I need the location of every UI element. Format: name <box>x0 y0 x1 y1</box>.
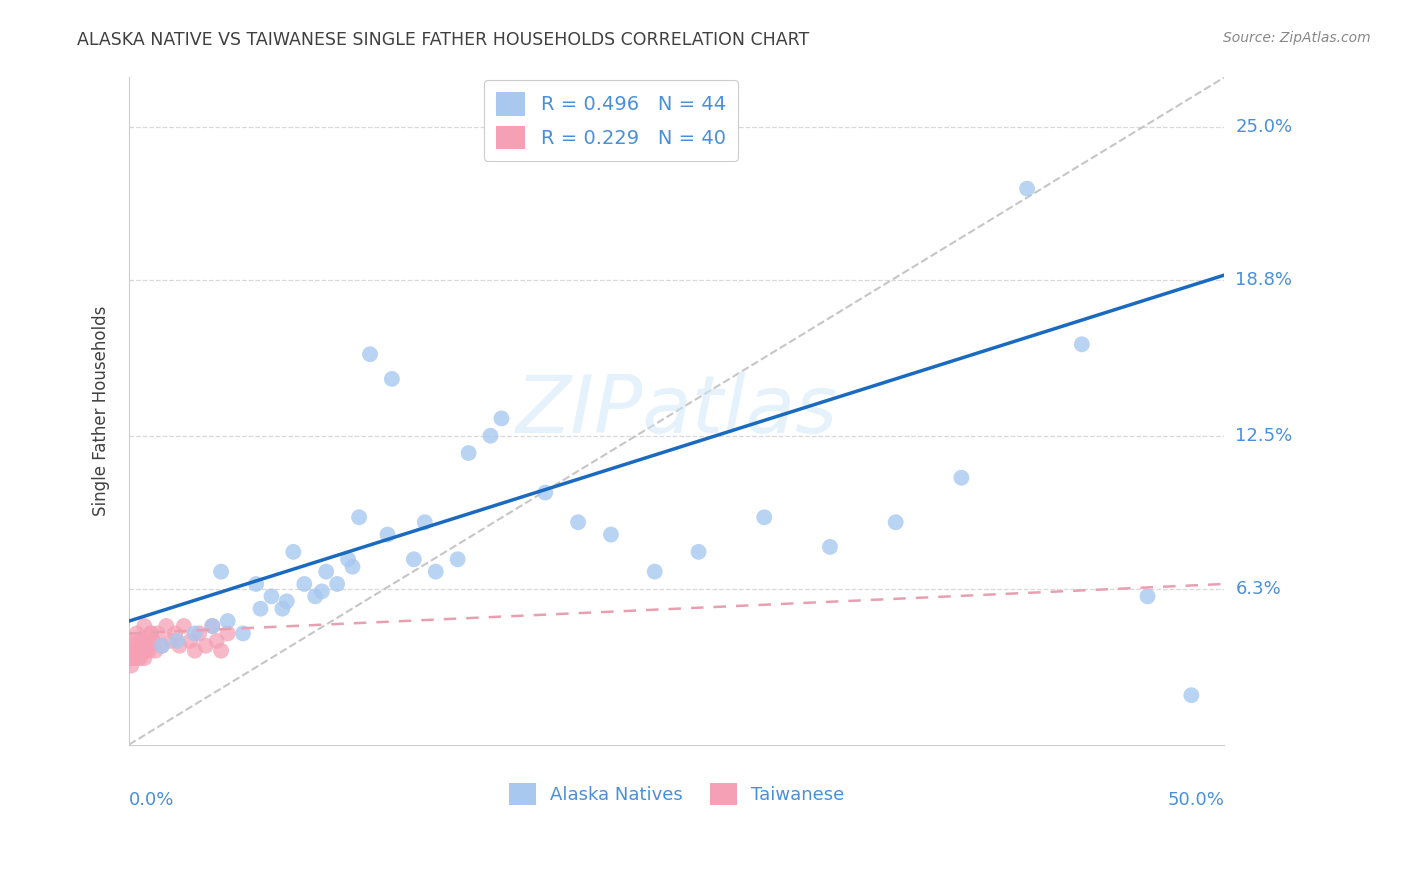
Point <box>184 626 207 640</box>
Point <box>138 643 160 657</box>
Point <box>173 619 195 633</box>
Point <box>150 639 173 653</box>
Point <box>127 651 149 665</box>
Point <box>125 626 148 640</box>
Text: 50.0%: 50.0% <box>1167 791 1225 809</box>
Text: ZIPatlas: ZIPatlas <box>516 372 838 450</box>
Point <box>337 552 360 566</box>
Point <box>381 372 404 386</box>
Point <box>754 510 776 524</box>
Point <box>342 559 364 574</box>
Point <box>260 590 283 604</box>
Y-axis label: Single Father Households: Single Father Households <box>93 306 110 516</box>
Text: Source: ZipAtlas.com: Source: ZipAtlas.com <box>1223 31 1371 45</box>
Point <box>402 552 425 566</box>
Text: ALASKA NATIVE VS TAIWANESE SINGLE FATHER HOUSEHOLDS CORRELATION CHART: ALASKA NATIVE VS TAIWANESE SINGLE FATHER… <box>77 31 810 49</box>
Point <box>1017 181 1039 195</box>
Point <box>276 594 298 608</box>
Point <box>134 651 156 665</box>
Point <box>155 619 177 633</box>
Point <box>479 428 502 442</box>
Point <box>326 577 349 591</box>
Point <box>146 626 169 640</box>
Point <box>884 515 907 529</box>
Point <box>131 633 153 648</box>
Point <box>139 626 162 640</box>
Point <box>377 527 399 541</box>
Point <box>271 601 294 615</box>
Point <box>134 619 156 633</box>
Point <box>644 565 666 579</box>
Point <box>124 643 146 657</box>
Point <box>135 639 157 653</box>
Point <box>127 639 149 653</box>
Text: 12.5%: 12.5% <box>1236 426 1292 445</box>
Point <box>209 565 232 579</box>
Point <box>188 626 211 640</box>
Point <box>166 633 188 648</box>
Point <box>120 658 142 673</box>
Point <box>124 643 146 657</box>
Point <box>534 485 557 500</box>
Legend: Alaska Natives, Taiwanese: Alaska Natives, Taiwanese <box>502 776 852 813</box>
Point <box>457 446 479 460</box>
Point <box>491 411 513 425</box>
Point <box>217 626 239 640</box>
Point <box>129 651 152 665</box>
Point <box>315 565 337 579</box>
Point <box>179 633 201 648</box>
Point <box>139 626 162 640</box>
Text: 6.3%: 6.3% <box>1236 580 1281 598</box>
Point <box>194 639 217 653</box>
Point <box>169 639 191 653</box>
Point <box>205 633 228 648</box>
Point <box>138 639 160 653</box>
Point <box>131 633 153 648</box>
Point <box>145 643 167 657</box>
Point <box>121 643 143 657</box>
Point <box>950 471 973 485</box>
Point <box>600 527 623 541</box>
Text: 25.0%: 25.0% <box>1236 118 1292 136</box>
Point <box>413 515 436 529</box>
Point <box>1136 590 1159 604</box>
Point <box>283 545 305 559</box>
Point <box>245 577 267 591</box>
Point <box>142 633 165 648</box>
Point <box>124 633 146 648</box>
Point <box>347 510 370 524</box>
Text: 18.8%: 18.8% <box>1236 271 1292 289</box>
Point <box>150 639 173 653</box>
Point <box>201 619 224 633</box>
Point <box>1180 688 1202 702</box>
Point <box>292 577 315 591</box>
Point <box>359 347 381 361</box>
Point <box>232 626 254 640</box>
Point <box>201 619 224 633</box>
Point <box>135 643 157 657</box>
Point <box>249 601 271 615</box>
Point <box>311 584 333 599</box>
Point <box>304 590 326 604</box>
Point <box>122 651 145 665</box>
Point <box>209 643 232 657</box>
Point <box>159 633 181 648</box>
Point <box>688 545 710 559</box>
Point <box>446 552 468 566</box>
Point <box>129 643 152 657</box>
Point <box>425 565 447 579</box>
Point <box>122 639 145 653</box>
Point <box>567 515 589 529</box>
Point <box>1070 337 1092 351</box>
Text: 0.0%: 0.0% <box>129 791 174 809</box>
Point <box>165 626 187 640</box>
Point <box>184 643 207 657</box>
Point <box>818 540 841 554</box>
Point <box>120 651 142 665</box>
Point <box>217 614 239 628</box>
